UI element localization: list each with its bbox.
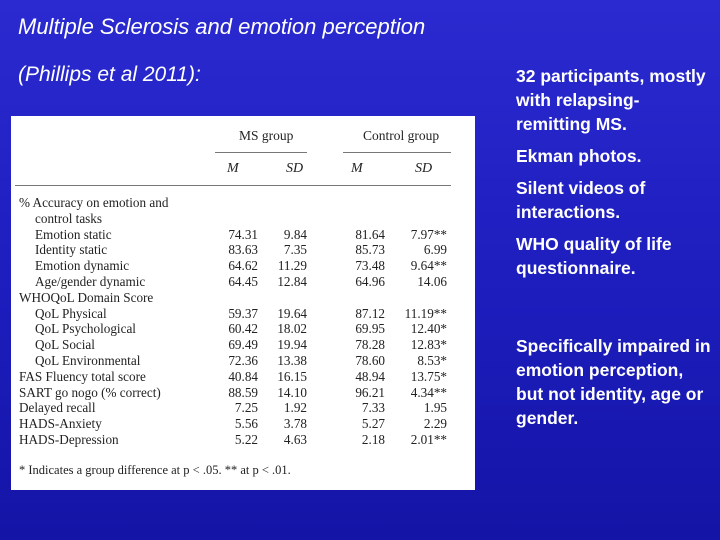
row-label: SART go nogo (% correct) [19,384,161,400]
cell-ms-mean: 60.42 [228,321,258,337]
cell-control-mean: 5.27 [361,416,385,432]
cell-control-sd: 9.64** [410,258,447,274]
cell-control-mean: 73.48 [355,258,385,274]
row-label: QoL Physical [35,305,107,321]
cell-control-sd: 11.19** [404,305,447,321]
cell-ms-sd: 9.84 [283,226,307,242]
row-label: QoL Psychological [35,321,136,337]
cell-control-sd: 2.01** [410,432,447,447]
cell-control-mean: 81.64 [355,226,385,242]
bullet-whoqol: WHO quality of life questionnaire. [516,234,672,278]
bullet-ekman: Ekman photos. [516,146,642,166]
cell-control-mean: 64.96 [355,274,385,289]
group-rule-control [343,152,451,153]
cell-control-mean: 78.60 [355,353,385,368]
row-label: QoL Social [35,337,95,353]
cell-ms-sd: 19.94 [277,337,307,353]
cell-ms-mean: 5.22 [234,432,258,447]
cell-ms-mean: 40.84 [228,368,258,384]
row-label: Delayed recall [19,400,96,416]
table-footnote: * Indicates a group difference at p < .0… [19,463,291,477]
cell-ms-mean: 64.45 [228,274,258,289]
cell-control-mean: 48.94 [355,368,385,384]
cell-ms-sd: 18.02 [277,321,307,337]
row-label: WHOQoL Domain Score [19,289,154,305]
col-header-control-sd: SD [415,161,433,176]
cell-control-mean: 96.21 [355,384,385,400]
col-header-control-mean: M [351,161,363,176]
cell-ms-mean: 72.36 [228,353,258,368]
cell-control-sd: 12.83* [410,337,447,353]
cell-control-mean: 87.12 [355,305,385,321]
cell-ms-sd: 11.29 [277,258,307,274]
cell-control-sd: 14.06 [417,274,447,289]
row-label: % Accuracy on emotion and [19,195,169,210]
row-label: HADS-Anxiety [19,416,102,432]
row-label: Identity static [35,242,108,258]
cell-control-sd: 4.34** [410,384,447,400]
slide-subtitle: (Phillips et al 2011): [18,63,201,86]
row-label: Age/gender dynamic [35,274,146,289]
cell-ms-sd: 4.63 [283,432,307,447]
bullet-videos: Silent videos of interactions. [516,178,646,222]
cell-control-mean: 2.18 [361,432,385,447]
cell-ms-mean: 5.56 [234,416,258,432]
cell-ms-sd: 19.64 [277,305,307,321]
group-header-control: Control group [363,128,440,143]
cell-control-sd: 13.75* [410,368,447,384]
cell-ms-mean: 69.49 [228,337,258,353]
row-label: HADS-Depression [19,432,119,447]
cell-ms-mean: 74.31 [228,226,258,242]
cell-ms-mean: 7.25 [234,400,258,416]
col-header-ms-sd: SD [286,161,304,176]
bullet-conclusion: Specifically impaired in emotion percept… [516,336,711,428]
group-header-ms: MS group [239,128,294,143]
cell-control-sd: 1.95 [423,400,447,416]
cell-ms-mean: 59.37 [228,305,258,321]
cell-ms-sd: 3.78 [283,416,307,432]
header-rule [15,185,451,186]
cell-control-sd: 12.40* [410,321,447,337]
cell-ms-sd: 12.84 [277,274,307,289]
cell-control-sd: 8.53* [417,353,447,368]
cell-control-sd: 7.97** [410,226,447,242]
cell-control-mean: 69.95 [355,321,385,337]
row-label: FAS Fluency total score [19,368,146,384]
cell-ms-sd: 7.35 [283,242,307,258]
cell-control-sd: 6.99 [423,242,447,258]
cell-ms-sd: 13.38 [277,353,307,368]
slide-title: Multiple Sclerosis and emotion perceptio… [18,14,426,39]
cell-ms-mean: 88.59 [228,384,258,400]
row-label: Emotion dynamic [35,258,130,274]
row-label: control tasks [35,210,103,226]
cell-control-mean: 85.73 [355,242,385,258]
results-table-image: MS group Control group M SD M SD % Accur… [11,116,475,490]
col-header-ms-mean: M [227,161,239,176]
cell-control-sd: 2.29 [423,416,447,432]
cell-control-mean: 7.33 [361,400,385,416]
group-rule-ms [215,152,307,153]
bullet-participants: 32 participants, mostly with relapsing-r… [516,66,706,134]
row-label: Emotion static [35,226,112,242]
cell-control-mean: 78.28 [355,337,385,353]
cell-ms-mean: 64.62 [228,258,258,274]
cell-ms-mean: 83.63 [228,242,258,258]
cell-ms-sd: 16.15 [277,368,307,384]
cell-ms-sd: 1.92 [283,400,307,416]
notes-panel: 32 participants, mostly with relapsing-r… [516,64,712,430]
cell-ms-sd: 14.10 [277,384,307,400]
row-label: QoL Environmental [35,353,141,368]
